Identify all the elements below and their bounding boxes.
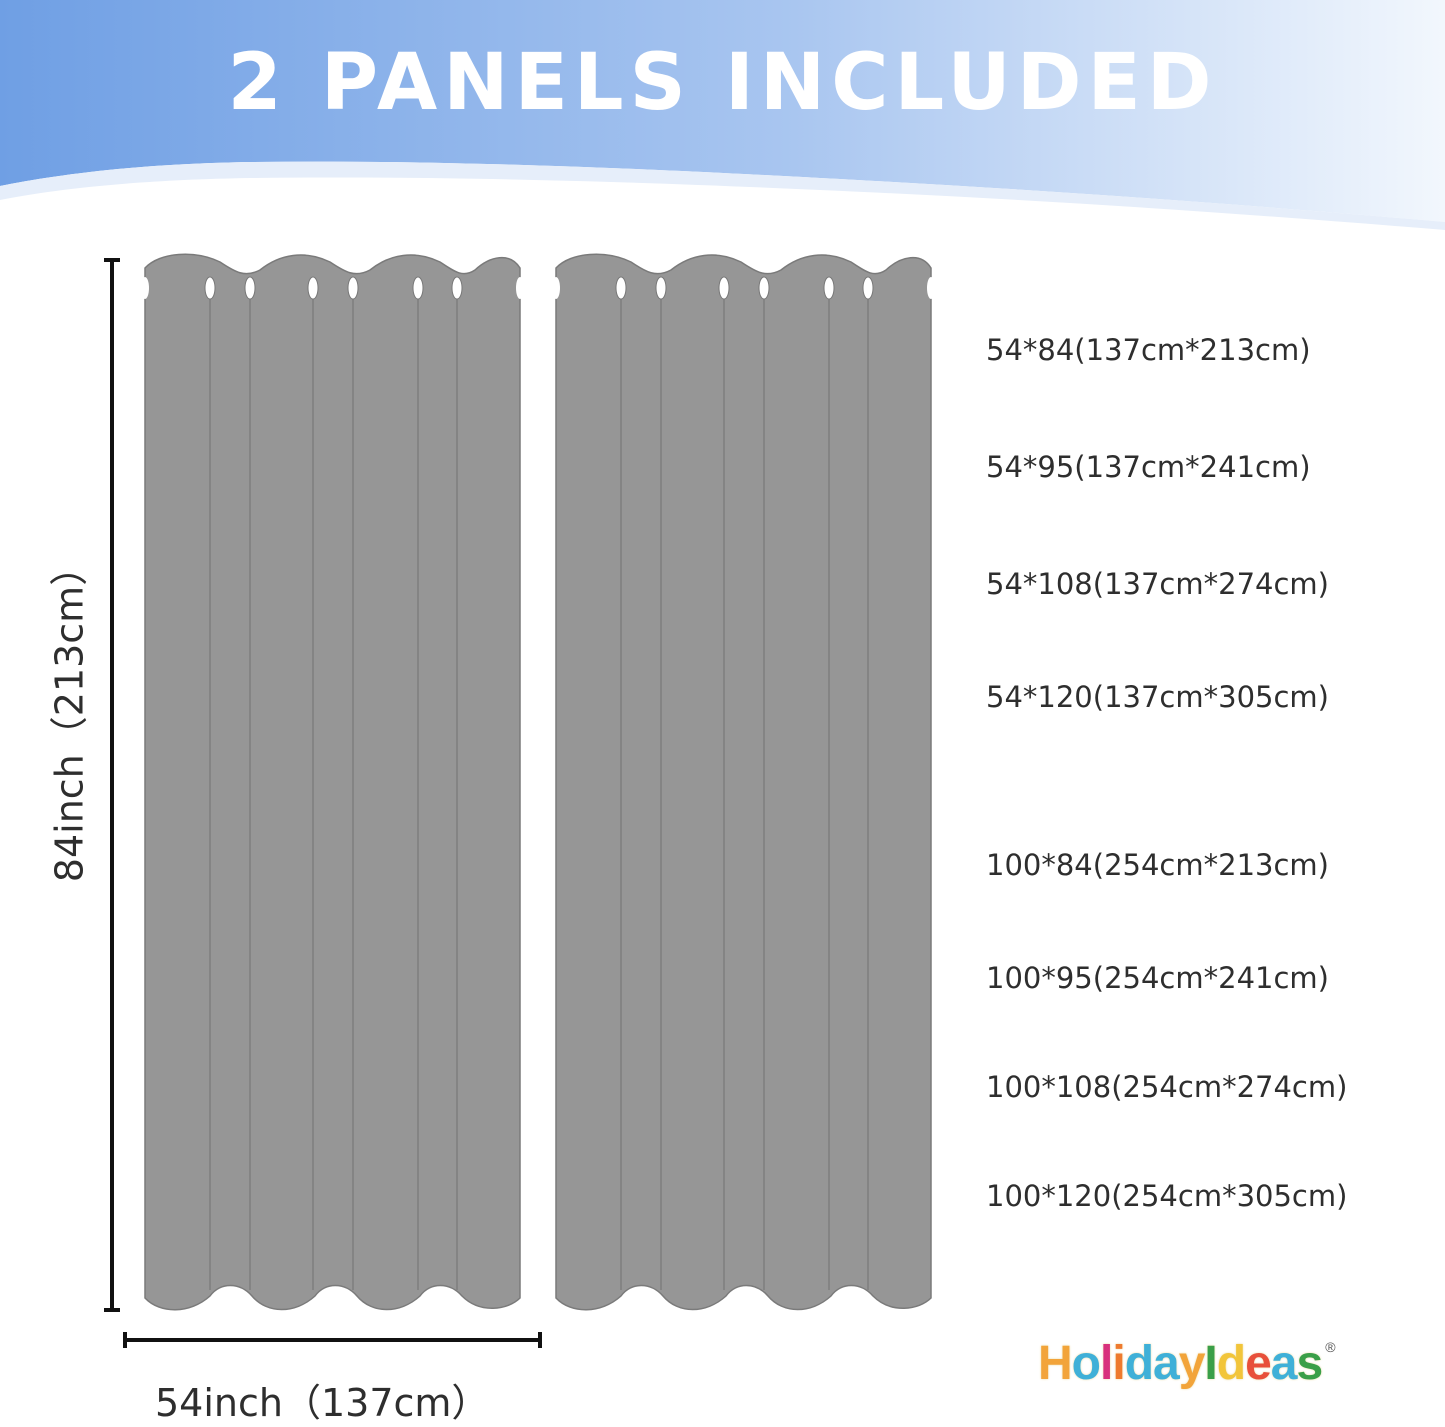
grommet-icon: [552, 277, 560, 299]
grommet-icon: [347, 276, 359, 300]
grommet-icon: [204, 276, 216, 300]
grommet-icon: [412, 276, 424, 300]
logo-letter: I: [1204, 1337, 1217, 1390]
grommet-icon: [718, 276, 730, 300]
logo-letter: e: [1245, 1337, 1272, 1390]
page-title: 2 PANELS INCLUDED: [227, 38, 1218, 128]
grommet-icon: [244, 276, 256, 300]
logo-letter: d: [1124, 1337, 1154, 1390]
size-option: 54*84(137cm*213cm): [986, 333, 1311, 367]
grommet-icon: [307, 276, 319, 300]
size-option: 54*108(137cm*274cm): [986, 567, 1329, 601]
size-option: 100*108(254cm*274cm): [986, 1070, 1348, 1104]
logo-letter: s: [1296, 1337, 1324, 1390]
size-option: 100*95(254cm*241cm): [986, 961, 1329, 995]
grommet-icon: [823, 276, 835, 300]
brand-logo: HolidayIdeas ®: [1038, 1340, 1336, 1388]
grommet-icon: [758, 276, 770, 300]
grommet-icon: [451, 276, 463, 300]
grommet-icon: [615, 276, 627, 300]
logo-letter: d: [1216, 1337, 1246, 1390]
grommet-icon: [862, 276, 874, 300]
grommet-icon: [516, 277, 524, 299]
registered-mark: ®: [1325, 1339, 1336, 1355]
logo-letter: a: [1270, 1337, 1298, 1390]
curtain-panel: [555, 253, 932, 1311]
size-option: 54*95(137cm*241cm): [986, 450, 1311, 484]
grommet-icon: [141, 277, 149, 299]
size-option: 100*120(254cm*305cm): [986, 1179, 1348, 1213]
logo-letter: i: [1112, 1337, 1125, 1390]
grommet-icon: [655, 276, 667, 300]
logo-letter: a: [1153, 1337, 1180, 1390]
curtain-panel: [144, 253, 521, 1311]
logo-text: HolidayIdeas: [1038, 1337, 1324, 1390]
height-dimension-label: 84inch（213cm）: [47, 547, 92, 883]
grommet-icon: [927, 277, 935, 299]
logo-letter: H: [1038, 1337, 1073, 1390]
logo-letter: y: [1178, 1337, 1206, 1390]
header-banner: [0, 0, 1445, 230]
logo-letter: o: [1071, 1337, 1101, 1390]
size-option: 54*120(137cm*305cm): [986, 680, 1329, 714]
logo-letter: l: [1100, 1337, 1113, 1390]
size-option: 100*84(254cm*213cm): [986, 848, 1329, 882]
width-dimension-label: 54inch（137cm）: [155, 1381, 490, 1425]
